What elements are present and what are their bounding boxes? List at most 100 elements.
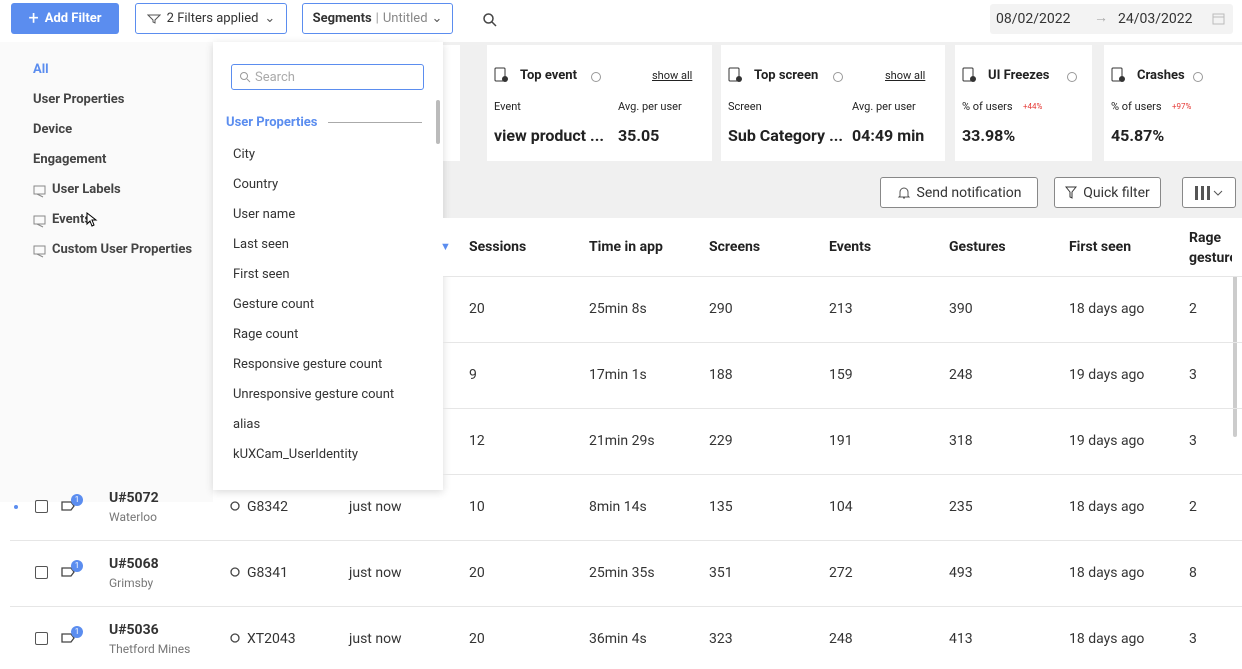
table-divider [443, 276, 1242, 277]
menu-item[interactable]: User Labels [52, 182, 121, 197]
date-range[interactable] [990, 4, 1233, 34]
card-value: 35.05 [618, 126, 660, 145]
user-id[interactable]: U#5068 [109, 556, 159, 572]
row-checkbox[interactable] [35, 566, 48, 579]
dropdown-item[interactable]: Responsive gesture count [233, 357, 383, 372]
dropdown-item[interactable]: User name [233, 207, 296, 222]
table-cell: 191 [829, 433, 853, 449]
menu-item[interactable]: Events [52, 212, 92, 227]
last-seen: just now [349, 631, 402, 647]
search-icon[interactable] [482, 12, 498, 28]
card-icon [1111, 67, 1126, 87]
column-header[interactable]: First seen [1069, 239, 1132, 255]
label-icon [61, 566, 75, 584]
column-header[interactable]: Events [829, 239, 872, 255]
dropdown-item[interactable]: First seen [233, 267, 290, 282]
menu-item[interactable]: Custom User Properties [52, 242, 193, 257]
row-divider [10, 606, 1242, 607]
row-divider [10, 540, 1242, 541]
card [487, 45, 712, 161]
row-dot [14, 505, 18, 509]
card [955, 45, 1092, 161]
button-label: Segments [312, 11, 372, 26]
user-id[interactable]: U#5072 [109, 490, 159, 506]
table-cell: 21min 29s [589, 433, 655, 449]
user-id[interactable]: U#5036 [109, 622, 159, 638]
user-city: Grimsby [109, 576, 154, 590]
card-label: % of users [962, 100, 1013, 113]
table-cell: 19 days ago [1069, 367, 1145, 383]
row-checkbox[interactable] [35, 500, 48, 513]
filters-button[interactable]: 2 Filters applied ⌄ [135, 3, 287, 34]
card-label: % of users [1111, 100, 1162, 113]
table-cell: 318 [949, 433, 973, 449]
table-cell: 3 [1189, 367, 1197, 383]
search-box[interactable] [231, 64, 424, 90]
quick-filter-button[interactable]: Quick filter [1054, 177, 1161, 208]
column-header[interactable]: Gestures [949, 239, 1006, 255]
table-cell: 8 [1189, 565, 1197, 581]
menu-icon [33, 215, 47, 232]
row-divider [443, 342, 1242, 343]
segments-button[interactable]: Segments | Untitled ⌄ [302, 3, 453, 34]
menu-item[interactable]: User Properties [33, 92, 125, 107]
table-cell: 25min 35s [589, 565, 655, 581]
menu-icon [33, 245, 47, 262]
menu-item[interactable]: Device [33, 122, 73, 137]
table-cell: 390 [949, 301, 973, 317]
show-all-link[interactable]: show all [652, 69, 693, 82]
last-seen: just now [349, 499, 402, 515]
table-cell: 18 days ago [1069, 631, 1145, 647]
card-icon [728, 67, 743, 87]
card-change: +97% [1172, 102, 1192, 111]
card [721, 45, 945, 161]
dropdown-item[interactable]: Country [233, 177, 279, 192]
card-label: Event [494, 100, 521, 113]
send-notification-button[interactable]: Send notification [880, 177, 1038, 208]
dropdown-item[interactable]: alias [233, 417, 261, 432]
table-cell: 248 [949, 367, 973, 383]
row-checkbox[interactable] [35, 632, 48, 645]
dropdown-item[interactable]: Rage count [233, 327, 299, 342]
button-label: Quick filter [1083, 184, 1150, 201]
sort-arrow: ▼ [440, 240, 451, 253]
add-filter-button[interactable]: + Add Filter [11, 3, 119, 34]
column-header[interactable]: Time in app [589, 239, 663, 255]
scrollbar [436, 100, 440, 144]
info-icon [591, 70, 602, 86]
dropdown-item[interactable]: kUXCam_UserIdentity [233, 447, 359, 462]
dropdown-item[interactable]: Last seen [233, 237, 289, 252]
table-cell: 12 [469, 433, 485, 449]
cursor [84, 211, 100, 232]
menu-item[interactable]: All [33, 62, 49, 77]
table-cell: 159 [829, 367, 853, 383]
table-cell: 213 [829, 301, 853, 317]
dropdown-item[interactable]: Unresponsive gesture count [233, 387, 395, 402]
table-cell: 9 [469, 367, 477, 383]
table-cell: 104 [829, 499, 853, 515]
badge: 1 [71, 560, 83, 572]
badge: 1 [71, 626, 83, 638]
show-all-link[interactable]: show all [885, 69, 926, 82]
dropdown-item[interactable]: City [233, 147, 256, 162]
date-from: 08/02/2022 [996, 11, 1071, 27]
table-cell: 290 [709, 301, 733, 317]
column-header[interactable]: Rage gestures [1189, 230, 1232, 266]
menu-item[interactable]: Engagement [33, 152, 107, 167]
filter-menu [0, 42, 213, 502]
columns-icon [1195, 185, 1223, 200]
row-divider [443, 408, 1242, 409]
section-title: User Properties [226, 115, 318, 130]
search-placeholder: Search [255, 70, 295, 85]
card-title: Top event [520, 68, 577, 83]
column-header[interactable]: Screens [709, 239, 761, 255]
dropdown-item[interactable]: Gesture count [233, 297, 315, 312]
columns-button[interactable] [1182, 177, 1236, 208]
column-header[interactable]: Sessions [469, 239, 527, 255]
table-cell: 3 [1189, 433, 1197, 449]
last-seen: just now [349, 565, 402, 581]
info-icon [1193, 70, 1204, 86]
segment-name: Untitled [382, 11, 428, 26]
table-cell: 36min 4s [589, 631, 647, 647]
date-to: 24/03/2022 [1118, 11, 1193, 27]
